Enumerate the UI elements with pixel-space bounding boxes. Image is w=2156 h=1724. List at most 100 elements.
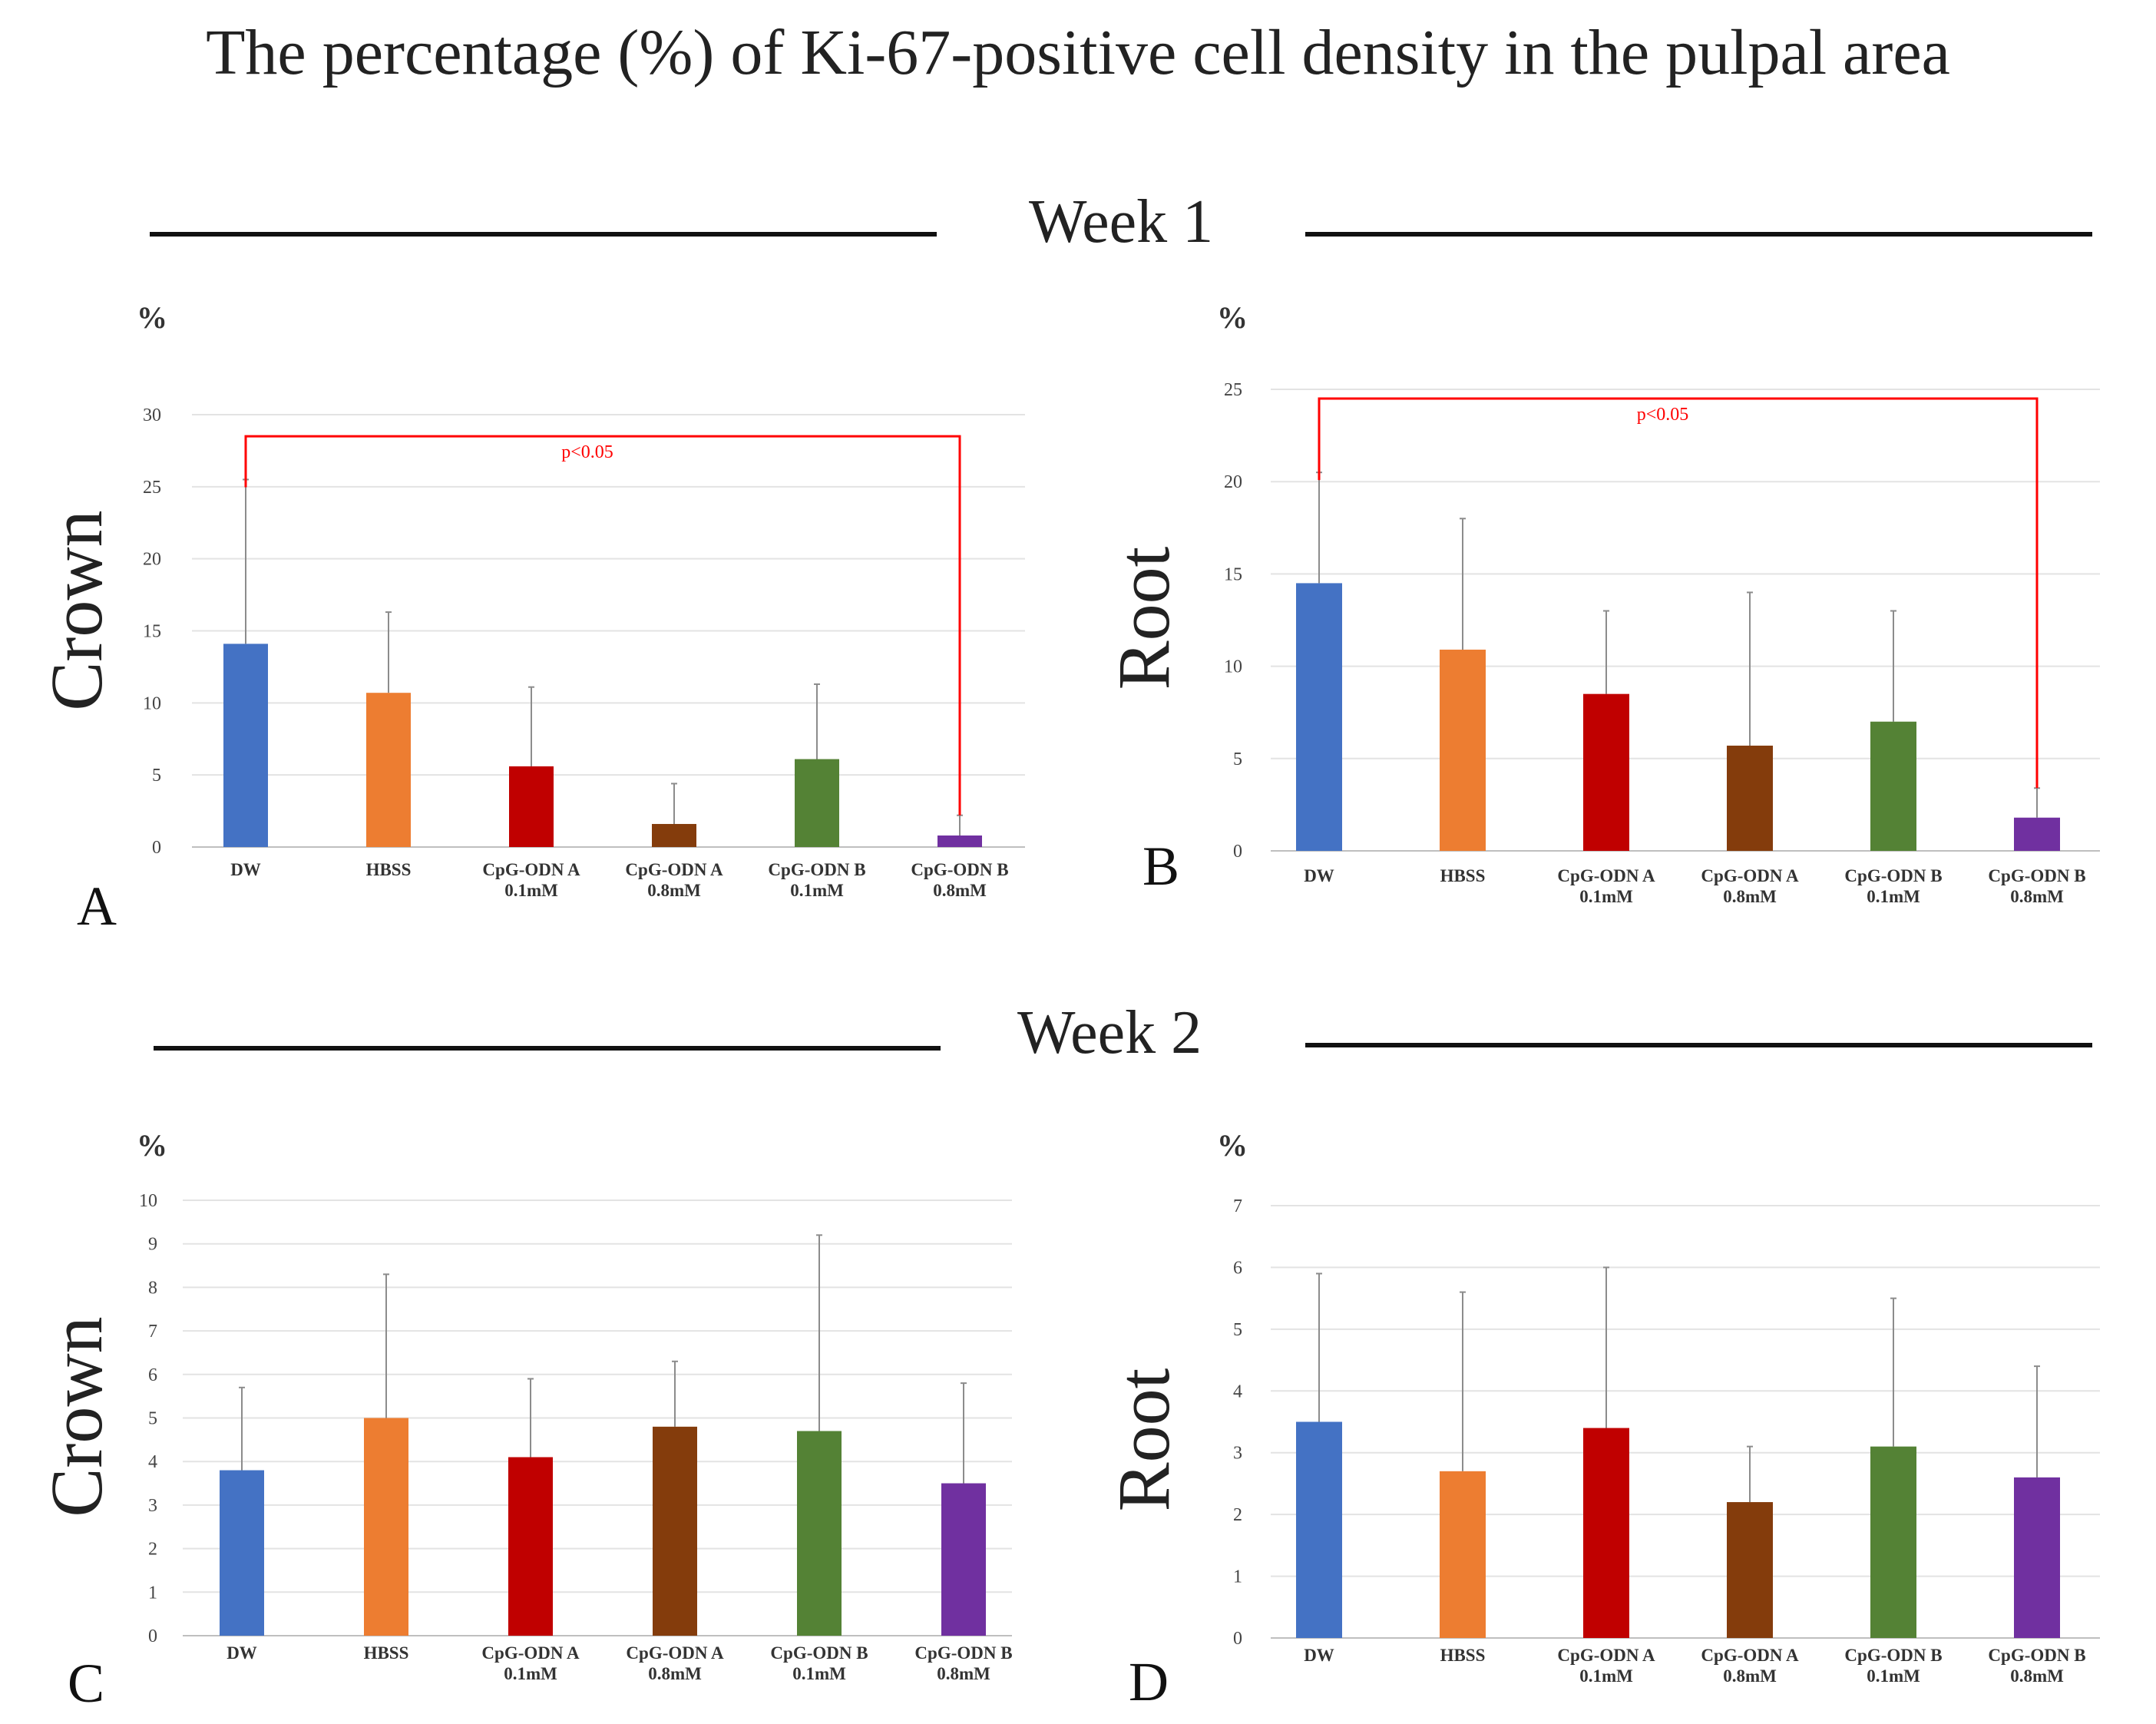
x-category-label: CpG-ODN B xyxy=(1844,866,1942,885)
x-category-label: CpG-ODN A xyxy=(626,1643,724,1663)
y-tick-label: 10 xyxy=(139,1191,157,1211)
bar xyxy=(1583,1428,1629,1638)
bar xyxy=(1727,745,1773,851)
week2-title: Week 2 xyxy=(1017,999,1202,1067)
week1-title: Week 1 xyxy=(1029,188,1214,256)
x-category-label: 0.8mM xyxy=(1723,887,1777,906)
significance-bracket xyxy=(1318,397,2039,789)
bar xyxy=(652,823,696,847)
week1-rule-right xyxy=(1305,232,2092,237)
x-category-label: 0.1mM xyxy=(792,1664,846,1683)
panel-c-unit-label: % xyxy=(137,1128,167,1163)
x-category-label: DW xyxy=(1304,866,1334,885)
y-tick-label: 2 xyxy=(148,1540,157,1560)
y-tick-label: 5 xyxy=(1233,1320,1242,1340)
significance-bracket xyxy=(244,435,961,816)
bar xyxy=(941,1483,986,1636)
panel-d-letter: D xyxy=(1129,1651,1169,1712)
x-category-label: CpG-ODN A xyxy=(482,860,580,879)
x-category-label: 0.8mM xyxy=(647,881,701,900)
x-category-label: CpG-ODN B xyxy=(914,1643,1012,1663)
bar xyxy=(2014,817,2060,851)
panel-d-unit-label: % xyxy=(1217,1128,1248,1163)
bar xyxy=(1440,649,1486,851)
y-tick-label: 9 xyxy=(148,1235,157,1255)
x-category-label: HBSS xyxy=(364,1643,409,1663)
bar xyxy=(937,835,982,847)
figure-title: The percentage (%) of Ki-67-positive cel… xyxy=(206,17,1950,88)
x-category-label: 0.1mM xyxy=(1867,887,1920,906)
y-tick-label: 0 xyxy=(1233,1629,1242,1649)
x-category-label: 0.8mM xyxy=(2010,887,2064,906)
y-tick-label: 15 xyxy=(143,622,161,642)
y-tick-label: 25 xyxy=(143,478,161,498)
x-category-label: 0.1mM xyxy=(1867,1666,1920,1686)
panel-c-letter: C xyxy=(68,1653,105,1714)
x-category-label: CpG-ODN A xyxy=(1557,866,1655,885)
x-category-label: 0.8mM xyxy=(2010,1666,2064,1686)
x-category-label: CpG-ODN A xyxy=(1701,1646,1799,1665)
bar xyxy=(220,1470,264,1636)
bar xyxy=(1583,693,1629,851)
y-tick-label: 8 xyxy=(148,1278,157,1298)
panel-b-letter: B xyxy=(1142,836,1180,897)
week2-rule-left xyxy=(154,1046,941,1051)
bar xyxy=(2014,1477,2060,1638)
y-tick-label: 25 xyxy=(1224,380,1242,400)
bar xyxy=(1296,1421,1342,1638)
x-category-label: 0.1mM xyxy=(790,881,844,900)
x-category-label: 0.8mM xyxy=(1723,1666,1777,1686)
y-tick-label: 0 xyxy=(1233,842,1242,862)
y-tick-label: 30 xyxy=(143,405,161,425)
y-tick-label: 6 xyxy=(148,1365,157,1385)
y-tick-label: 3 xyxy=(1233,1444,1242,1464)
x-category-label: HBSS xyxy=(1440,866,1486,885)
y-tick-label: 10 xyxy=(1224,657,1242,677)
x-category-label: 0.8mM xyxy=(648,1664,702,1683)
bar xyxy=(223,644,268,847)
y-tick-label: 20 xyxy=(143,550,161,570)
y-tick-label: 0 xyxy=(148,1626,157,1646)
x-category-label: CpG-ODN A xyxy=(1557,1646,1655,1665)
y-tick-label: 6 xyxy=(1233,1258,1242,1278)
y-tick-label: 2 xyxy=(1233,1505,1242,1525)
x-category-label: 0.1mM xyxy=(504,1664,557,1683)
panel-a-letter: A xyxy=(77,875,117,937)
x-category-label: 0.8mM xyxy=(933,881,987,900)
week2-rule-right xyxy=(1305,1043,2092,1047)
x-category-label: CpG-ODN B xyxy=(768,860,865,879)
x-category-label: CpG-ODN A xyxy=(481,1643,580,1663)
x-category-label: 0.1mM xyxy=(1579,887,1633,906)
x-category-label: CpG-ODN A xyxy=(1701,866,1799,885)
bar xyxy=(509,766,554,847)
x-category-label: HBSS xyxy=(1440,1646,1486,1665)
y-tick-label: 5 xyxy=(148,1409,157,1429)
x-category-label: CpG-ODN B xyxy=(770,1643,868,1663)
bar xyxy=(795,759,839,847)
x-category-label: 0.8mM xyxy=(937,1664,990,1683)
bar xyxy=(508,1457,553,1636)
x-category-label: CpG-ODN A xyxy=(625,860,723,879)
x-category-label: CpG-ODN B xyxy=(1844,1646,1942,1665)
x-category-label: DW xyxy=(227,1643,257,1663)
y-tick-label: 20 xyxy=(1224,472,1242,492)
x-category-label: CpG-ODN B xyxy=(1988,1646,2085,1665)
x-category-label: HBSS xyxy=(366,860,412,879)
bar xyxy=(1727,1502,1773,1638)
y-tick-label: 1 xyxy=(1233,1567,1242,1587)
y-tick-label: 3 xyxy=(148,1496,157,1516)
week1-rule-left xyxy=(150,232,937,237)
bar xyxy=(1870,721,1916,851)
x-category-label: DW xyxy=(230,860,261,879)
y-tick-label: 15 xyxy=(1224,564,1242,584)
panel-a-unit-label: % xyxy=(137,300,167,335)
x-category-label: CpG-ODN B xyxy=(911,860,1008,879)
y-tick-label: 4 xyxy=(1233,1382,1242,1401)
bar xyxy=(653,1426,697,1636)
bar xyxy=(366,693,411,847)
y-tick-label: 7 xyxy=(148,1322,157,1342)
